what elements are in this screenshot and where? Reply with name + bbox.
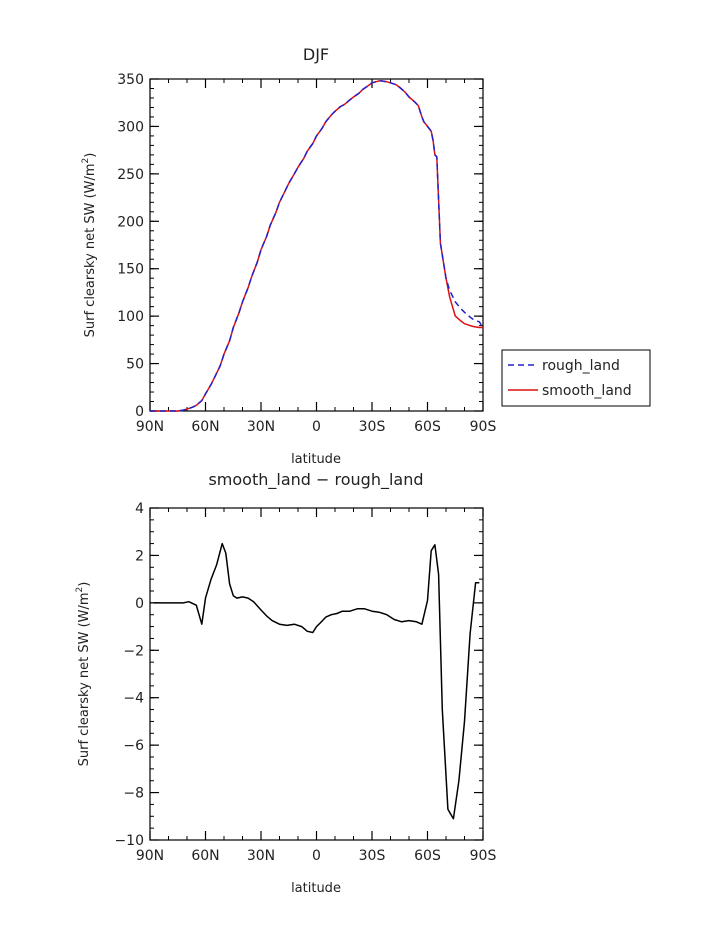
y-tick-label: −8 [123, 786, 144, 802]
y-tick-label: 0 [135, 404, 144, 420]
y-tick-label: −4 [123, 691, 144, 707]
y-tick-label: 4 [135, 501, 144, 517]
series-line-difference [153, 542, 480, 820]
y-ticks: −10 −8 −6 −4 −2 0 2 4 [114, 501, 483, 849]
y-axis-label-main: Surf clearsky net SW (W/m [83, 163, 98, 337]
y-axis-label: Surf clearsky net SW (W/m2) [81, 153, 98, 338]
y-tick-label: −10 [114, 833, 144, 849]
x-axis-label: latitude [291, 452, 341, 467]
legend-label-rough-land: rough_land [542, 358, 620, 374]
chart-title: smooth_land − rough_land [208, 470, 423, 490]
series-layer [153, 542, 480, 820]
x-tick-label: 90N [136, 419, 164, 435]
y-axis-label-sup: 2 [81, 158, 91, 164]
x-tick-label: 30S [359, 848, 386, 864]
chart-title: DJF [303, 45, 329, 64]
series-layer [150, 80, 484, 412]
x-tick-label: 90N [136, 848, 164, 864]
y-tick-label: −6 [123, 738, 144, 754]
x-ticks: 90N 60N 30N 0 30S 60S 90S [136, 79, 497, 435]
y-tick-label: 300 [117, 119, 144, 135]
x-tick-label: 60S [414, 419, 441, 435]
x-tick-label: 60N [191, 419, 219, 435]
x-tick-label: 0 [312, 419, 321, 435]
y-tick-label: 200 [117, 214, 144, 230]
legend-box [501, 349, 651, 407]
y-tick-label: 150 [117, 262, 144, 278]
legend: rough_land smooth_land [501, 349, 651, 407]
y-tick-label: 100 [117, 309, 144, 325]
x-tick-label: 30N [247, 419, 275, 435]
y-axis-label-sup: 2 [75, 587, 85, 593]
y-tick-label: 2 [135, 548, 144, 564]
plot-frame [149, 78, 484, 412]
y-axis-label-end: ) [83, 153, 98, 158]
x-tick-label: 60S [414, 848, 441, 864]
x-tick-label: 60N [191, 848, 219, 864]
y-tick-label: 250 [117, 167, 144, 183]
legend-label-smooth-land: smooth_land [542, 383, 632, 399]
x-tick-label: 0 [312, 848, 321, 864]
y-axis-label-end: ) [77, 582, 92, 587]
y-tick-label: 350 [117, 72, 144, 88]
y-tick-label: −2 [123, 643, 144, 659]
y-tick-label: 0 [135, 596, 144, 612]
series-line-rough-land [150, 80, 484, 412]
x-ticks: 90N 60N 30N 0 30S 60S 90S [136, 508, 497, 864]
chart-top-djf: DJF 90N 60N 30N 0 30S 60S 90S 0 50 100 150 200 250 3… [81, 45, 651, 467]
y-tick-label: 50 [126, 357, 144, 373]
x-tick-label: 90S [470, 419, 497, 435]
y-ticks: 0 50 100 150 200 250 300 350 [117, 72, 483, 420]
y-axis-label-main: Surf clearsky net SW (W/m [77, 592, 92, 766]
series-line-smooth-land [150, 80, 483, 412]
plot-frame [149, 507, 484, 841]
x-tick-label: 30N [247, 848, 275, 864]
chart-bottom-difference: smooth_land − rough_land 90N 60N 30N 0 30S 60… [75, 470, 496, 896]
x-axis-label: latitude [291, 881, 341, 896]
x-tick-label: 90S [470, 848, 497, 864]
x-tick-label: 30S [359, 419, 386, 435]
y-axis-label: Surf clearsky net SW (W/m2) [75, 582, 92, 767]
